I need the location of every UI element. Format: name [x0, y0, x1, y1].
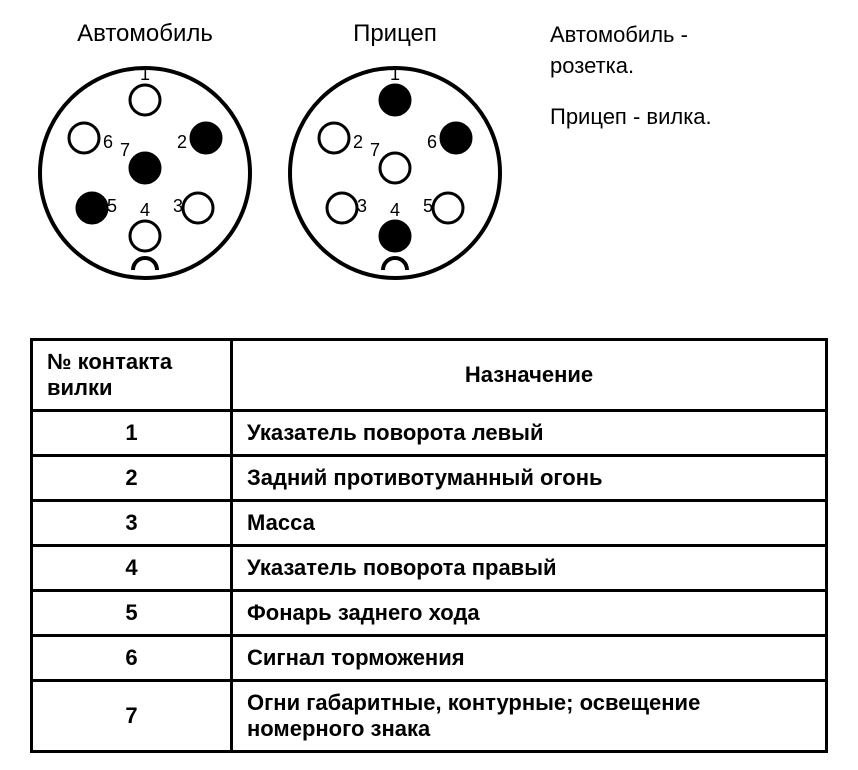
svg-text:5: 5: [107, 196, 117, 216]
pin-number-cell: 6: [32, 636, 232, 681]
svg-text:1: 1: [140, 64, 150, 84]
pin-desc-cell: Сигнал торможения: [232, 636, 827, 681]
svg-text:3: 3: [357, 196, 367, 216]
trailer-connector-label: Прицеп: [353, 20, 437, 48]
legend-line3: Прицеп - вилка.: [550, 102, 712, 133]
svg-text:6: 6: [427, 132, 437, 152]
pin-desc-cell: Фонарь заднего хода: [232, 591, 827, 636]
pin-number-cell: 3: [32, 501, 232, 546]
svg-text:4: 4: [140, 200, 150, 220]
trailer-connector-diagram: 1 6 5 4 3 27: [280, 58, 510, 288]
car-connector-diagram: 1 2 3 4 5 67: [30, 58, 260, 288]
car-connector-label: Автомобиль: [77, 20, 213, 48]
pin-desc-cell: Задний противотуманный огонь: [232, 456, 827, 501]
table-row: 7Огни габаритные, контурные; освещение н…: [32, 681, 827, 752]
pin-desc-cell: Указатель поворота левый: [232, 411, 827, 456]
pin-number-cell: 5: [32, 591, 232, 636]
svg-text:6: 6: [103, 132, 113, 152]
svg-text:1: 1: [390, 64, 400, 84]
table-header-num: № контакта вилки: [32, 340, 232, 411]
pin-number-cell: 7: [32, 681, 232, 752]
svg-text:2: 2: [177, 132, 187, 152]
pin-number-cell: 1: [32, 411, 232, 456]
car-connector-block: Автомобиль 1 2 3 4 5 67: [30, 20, 260, 288]
trailer-connector-block: Прицеп 1 6 5 4 3 27: [280, 20, 510, 288]
diagram-section: Автомобиль 1234567 Прицеп 1654327 Автомо…: [30, 20, 828, 288]
pin-desc-cell: Огни габаритные, контурные; освещение но…: [232, 681, 827, 752]
pin-desc-cell: Масса: [232, 501, 827, 546]
pin-desc-cell: Указатель поворота правый: [232, 546, 827, 591]
svg-text:7: 7: [370, 140, 380, 160]
svg-text:3: 3: [173, 196, 183, 216]
pin-number-cell: 2: [32, 456, 232, 501]
legend-line1: Автомобиль -: [550, 20, 712, 51]
svg-text:7: 7: [120, 140, 130, 160]
table-row: 2Задний противотуманный огонь: [32, 456, 827, 501]
table-row: 6Сигнал торможения: [32, 636, 827, 681]
table-row: 4Указатель поворота правый: [32, 546, 827, 591]
svg-text:4: 4: [390, 200, 400, 220]
table-row: 3Масса: [32, 501, 827, 546]
legend-line2: розетка.: [550, 51, 712, 82]
pin-number-cell: 4: [32, 546, 232, 591]
svg-text:2: 2: [353, 132, 363, 152]
legend-text: Автомобиль - розетка. Прицеп - вилка.: [550, 20, 712, 152]
table-row: 5Фонарь заднего хода: [32, 591, 827, 636]
table-row: 1Указатель поворота левый: [32, 411, 827, 456]
pinout-table: № контакта вилки Назначение 1Указатель п…: [30, 338, 828, 753]
table-header-desc: Назначение: [232, 340, 827, 411]
svg-text:5: 5: [423, 196, 433, 216]
